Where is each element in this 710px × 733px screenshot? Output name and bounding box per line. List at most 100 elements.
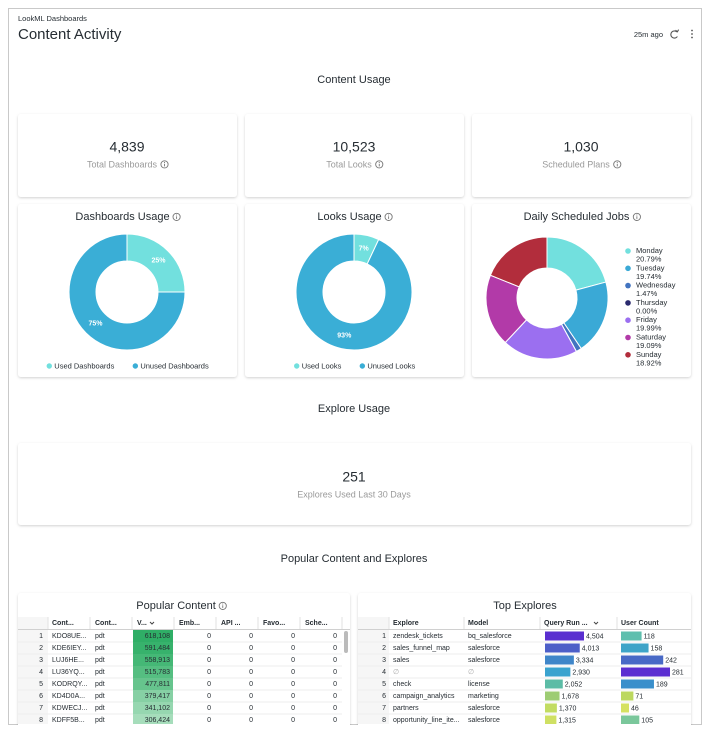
column-header: Favo... <box>263 620 285 627</box>
cell: partners <box>393 705 419 712</box>
cell: 0 <box>333 633 337 640</box>
row-number: 7 <box>382 705 386 712</box>
kpi-tile <box>472 114 691 197</box>
cell: 341,102 <box>145 705 170 712</box>
cell: 477,811 <box>145 681 170 688</box>
menu-button[interactable] <box>691 29 693 39</box>
cell: 591,484 <box>145 645 170 652</box>
legend-value: 20.79% <box>636 254 662 263</box>
row-number: 7 <box>39 705 43 712</box>
section-title: Explore Usage <box>318 403 390 415</box>
cell: salesforce <box>468 717 500 724</box>
cell: pdt <box>95 669 105 676</box>
query-bar <box>545 679 563 689</box>
info-circle <box>384 212 393 221</box>
refresh-button[interactable] <box>670 29 680 39</box>
bar-label: 118 <box>644 633 655 640</box>
bar-label: 1,678 <box>562 693 580 700</box>
cell: KD4D0A... <box>52 693 85 700</box>
cell: 0 <box>291 693 295 700</box>
kpi-value: 10,523 <box>333 139 376 155</box>
cell: pdt <box>95 645 105 652</box>
cell: 0 <box>207 645 211 652</box>
column-header: API ... <box>221 620 241 627</box>
user-bar <box>621 715 640 724</box>
cell: campaign_analytics <box>393 693 455 700</box>
pie-slice <box>68 233 186 351</box>
user-bar <box>621 667 670 677</box>
kpi-value: 1,030 <box>563 139 598 155</box>
info-icon[interactable] <box>613 160 622 169</box>
legend-value: 19.74% <box>636 272 662 281</box>
legend-swatch <box>625 300 631 306</box>
cell: 0 <box>333 657 337 664</box>
cell: 0 <box>333 717 337 724</box>
info-dot <box>163 161 166 164</box>
legend-swatch <box>625 282 631 289</box>
info-circle <box>375 160 384 169</box>
cell: bq_salesforce <box>468 633 512 640</box>
column-header: Query Run ... <box>544 620 588 627</box>
cell: check <box>393 681 412 688</box>
cell: 0 <box>249 717 253 724</box>
breadcrumb[interactable]: LookML Dashboards <box>18 14 87 23</box>
cell: 0 <box>333 645 337 652</box>
legend-value: 1.47% <box>636 289 658 298</box>
user-bar <box>621 691 634 701</box>
cell: 0 <box>333 669 337 676</box>
info-icon[interactable] <box>218 601 227 610</box>
legend-swatch <box>625 352 631 358</box>
chart-tile <box>245 204 464 377</box>
info-icon[interactable] <box>375 160 384 169</box>
cell: pdt <box>95 633 105 640</box>
views-shade <box>133 666 173 678</box>
legend-label: Saturday <box>636 332 666 341</box>
cell: 0 <box>207 657 211 664</box>
index-column <box>358 617 389 724</box>
row-number: 5 <box>39 681 43 688</box>
bar-label: 189 <box>656 681 668 688</box>
cell: license <box>468 681 490 688</box>
updated-time: 25m ago <box>634 30 663 39</box>
cell: 0 <box>249 681 253 688</box>
info-circle <box>160 160 169 169</box>
row-number: 5 <box>382 681 386 688</box>
chart-tile <box>18 204 237 377</box>
cell: KODRQY... <box>52 681 87 688</box>
legend-value: 19.99% <box>636 324 662 333</box>
cell: 515,783 <box>145 669 170 676</box>
slice-label: 7% <box>359 245 370 252</box>
query-bar <box>545 691 560 701</box>
info-icon[interactable] <box>632 212 641 221</box>
index-column <box>18 617 48 724</box>
cell: 0 <box>207 669 211 676</box>
kpi-tile <box>18 114 237 197</box>
cell: 0 <box>291 633 295 640</box>
cell: 0 <box>249 657 253 664</box>
cell: KDO8UE... <box>52 633 87 640</box>
info-icon[interactable] <box>384 212 393 221</box>
scrollbar[interactable] <box>344 631 348 653</box>
row-number: 3 <box>382 657 386 664</box>
legend-label: Wednesday <box>636 281 676 290</box>
user-bar <box>621 679 654 689</box>
cell: 0 <box>249 669 253 676</box>
cell: zendesk_tickets <box>393 633 443 640</box>
row-number: 4 <box>382 669 386 676</box>
cell: 0 <box>207 693 211 700</box>
cell: LU36YQ... <box>52 669 85 676</box>
cell: 0 <box>249 693 253 700</box>
info-icon[interactable] <box>160 160 169 169</box>
user-bar <box>621 631 642 641</box>
kpi-tile <box>18 443 691 525</box>
bar-label: 3,334 <box>576 657 594 664</box>
chart-title: Looks Usage <box>317 211 381 223</box>
row-number: 8 <box>39 717 43 724</box>
sort-arrow <box>593 621 599 625</box>
bar-label: 158 <box>651 645 663 652</box>
legend-swatch <box>625 248 631 254</box>
info-icon[interactable] <box>172 212 181 221</box>
kpi-label: Scheduled Plans <box>542 159 610 169</box>
row-number: 3 <box>39 657 43 664</box>
